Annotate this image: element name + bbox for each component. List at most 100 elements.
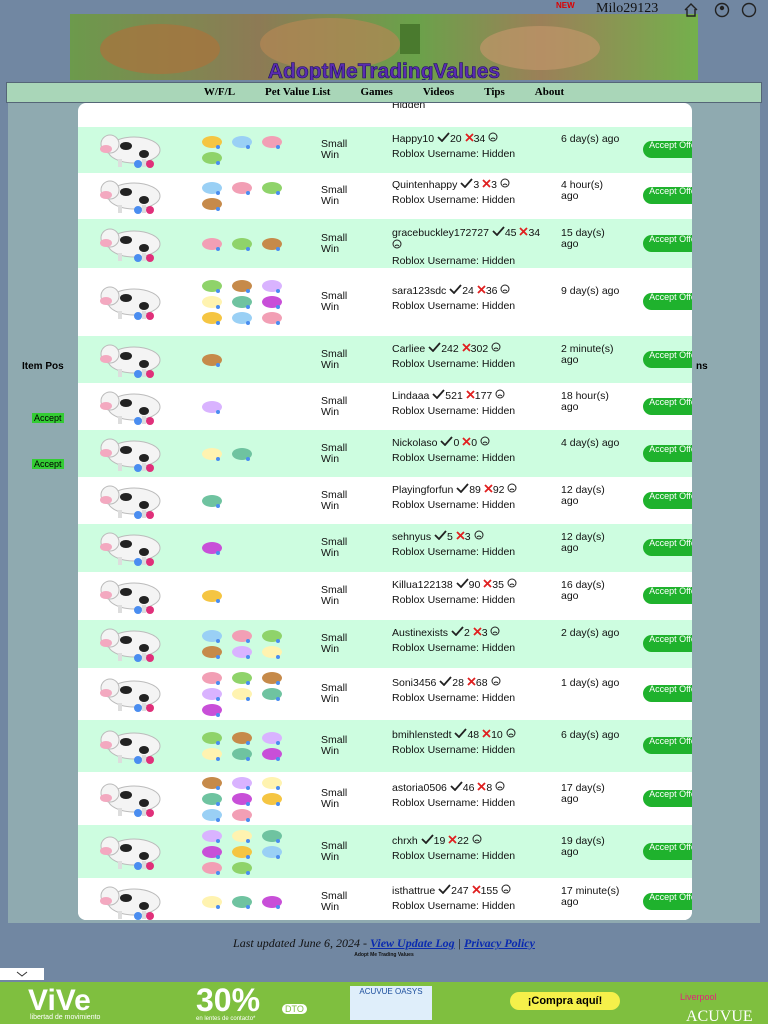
offer-row: Small Win sara123sdc 24 36 Roblox Usernam… (78, 268, 692, 337)
user-line: gracebuckley172727 45 34 (392, 225, 552, 252)
wins-count: 3 (473, 179, 480, 191)
partial-text: Hidden (392, 103, 426, 111)
nav-item[interactable]: Tips (484, 86, 505, 98)
accept-offer-button[interactable]: Accept Offer (643, 842, 692, 860)
losses-count: 92 (492, 483, 505, 496)
user-line: Playingforfun 89 92 (392, 482, 552, 496)
accept-offer-button[interactable]: Accept Offer (643, 187, 692, 204)
accept-offer-button[interactable]: Accept Offer (643, 397, 692, 415)
banner-art (100, 18, 600, 74)
cow-pet (98, 832, 170, 875)
user-info: chrxh 19 22 Roblox Username: Hidden (392, 833, 552, 862)
user-line: Carliee 242 302 (392, 341, 552, 355)
wins-count: 0 (453, 436, 460, 449)
privacy-link[interactable]: Privacy Policy (464, 936, 535, 950)
user-line: sara123sdc 24 36 (392, 284, 552, 297)
user-line: Lindaaa 521 177 (392, 388, 552, 402)
nav-item[interactable]: Pet Value List (265, 86, 331, 98)
time-ago: 1 day(s) ago (561, 677, 620, 689)
user-line: chrxh 19 22 (392, 833, 552, 847)
offered-pets (200, 628, 300, 663)
offered-pets (200, 828, 300, 879)
nav-item[interactable]: Games (360, 86, 393, 98)
trade-result: Small Win (321, 347, 348, 371)
offer-row: Small Win Soni3456 28 68 Roblox Username:… (78, 668, 692, 721)
user-info: Happy10 20 34 Roblox Username: Hidden (392, 132, 552, 160)
nav-item[interactable]: Videos (422, 86, 455, 98)
nav-item[interactable]: W/F/L (203, 86, 236, 98)
losses-count: 3 (491, 179, 497, 191)
user-name: gracebuckley172727 (392, 226, 489, 239)
user-name: Carliee (392, 342, 426, 355)
offered-pets (200, 236, 300, 255)
cow-pet (98, 779, 170, 822)
accept-offer-button[interactable]: Accept Offer (643, 350, 692, 368)
user-info: Nickolaso 0 0 Roblox Username: Hidden (392, 435, 552, 464)
offer-row: Small Win isthattrue 247 155 Roblox Usern… (78, 878, 692, 920)
roblox-username: Roblox Username: Hidden (392, 796, 516, 809)
username[interactable]: Milo29123 (596, 1, 659, 16)
accept-offer-button[interactable]: Accept Offer (643, 234, 692, 252)
roblox-username: Roblox Username: Hidden (392, 642, 516, 654)
ad-tagline: libertad de movimiento (30, 1014, 101, 1021)
accept-offer-button[interactable]: Accept Offer (643, 789, 692, 807)
site-title: AdoptMeTradingValues (267, 60, 501, 80)
user-name: Happy10 (392, 133, 435, 145)
update-log-link[interactable]: View Update Log (370, 936, 455, 950)
ad-cta[interactable]: ¡Compra aquí! (510, 992, 620, 1010)
trade-result: Small Win (321, 290, 348, 313)
accept-offer-button[interactable]: Accept Offer (643, 635, 692, 652)
accept-label: Accept (32, 413, 64, 423)
footer-text: Last updated June 6, 2024 - (233, 936, 371, 950)
ad-banner[interactable]: ViVe libertad de movimiento 30% DTO en l… (0, 982, 768, 1024)
time-ago: 2 minute(s) ago (561, 342, 614, 366)
roblox-username: Roblox Username: Hidden (392, 357, 516, 370)
user-info: Killua122138 90 35 Roblox Username: Hidd… (392, 578, 552, 606)
user-name: Killua122138 (392, 579, 453, 591)
accept-offer-button[interactable]: Accept Offer (643, 539, 692, 556)
accept-offer-button[interactable]: Accept Offer (643, 293, 692, 310)
user-line: Quintenhappy 3 3 (392, 178, 552, 191)
offer-row: Small Win Carliee 242 302 Roblox Username… (78, 336, 692, 384)
user-name: sehnyus (392, 531, 432, 543)
cow-pet (98, 882, 170, 920)
user-name: chrxh (392, 834, 418, 847)
accept-offer-button[interactable]: Accept Offer (643, 587, 692, 604)
ad-store: Liverpool (680, 992, 717, 1002)
time-ago: 9 day(s) ago (561, 285, 620, 297)
wins-count: 89 (469, 483, 481, 496)
user-line: sehnyus 5 3 (392, 530, 552, 543)
user-info: Soni3456 28 68 Roblox Username: Hidden (392, 676, 552, 704)
column-header: Item Pos (22, 361, 64, 372)
accept-offer-button[interactable]: Accept Offer (643, 491, 692, 509)
cow-pet (98, 726, 170, 769)
user-info: bmihlenstedt 48 10 Roblox Username: Hidd… (392, 728, 552, 756)
time-ago: 6 day(s) ago (561, 729, 620, 741)
cow-pet (98, 624, 170, 667)
ad-product: ACUVUE OASYS (350, 986, 432, 1020)
ad-dto: DTO (282, 1004, 307, 1014)
footer: Last updated June 6, 2024 - View Update … (0, 936, 768, 958)
user-name: Nickolaso (392, 436, 438, 449)
trade-result: Small Win (321, 184, 348, 207)
losses-count: 302 (470, 342, 489, 355)
header-icons[interactable] (683, 2, 763, 18)
user-name: Lindaaa (392, 389, 430, 402)
offer-row: Small Win Nickolaso 0 0 Roblox Username: … (78, 430, 692, 478)
accept-offer-button[interactable]: Accept Offer (643, 737, 692, 754)
separator: | (457, 936, 461, 950)
nav-item[interactable]: About (534, 86, 565, 98)
user-info: sara123sdc 24 36 Roblox Username: Hidden (392, 284, 552, 312)
site-banner[interactable]: AdoptMeTradingValues (70, 14, 698, 80)
accept-offer-button[interactable]: Accept Offer (643, 141, 692, 158)
ad-collapse[interactable] (0, 968, 44, 980)
losses-count: 10 (491, 729, 503, 741)
accept-offer-button[interactable]: Accept Offer (643, 893, 692, 910)
accept-offer-button[interactable]: Accept Offer (643, 685, 692, 702)
ad-brand: ViVe (28, 984, 91, 1017)
accept-offer-button[interactable]: Accept Offer (643, 444, 692, 462)
trade-result: Small Win (321, 138, 348, 161)
time-ago: 12 day(s) ago (561, 531, 605, 554)
offered-pets (200, 134, 300, 169)
roblox-username: Roblox Username: Hidden (392, 254, 516, 267)
